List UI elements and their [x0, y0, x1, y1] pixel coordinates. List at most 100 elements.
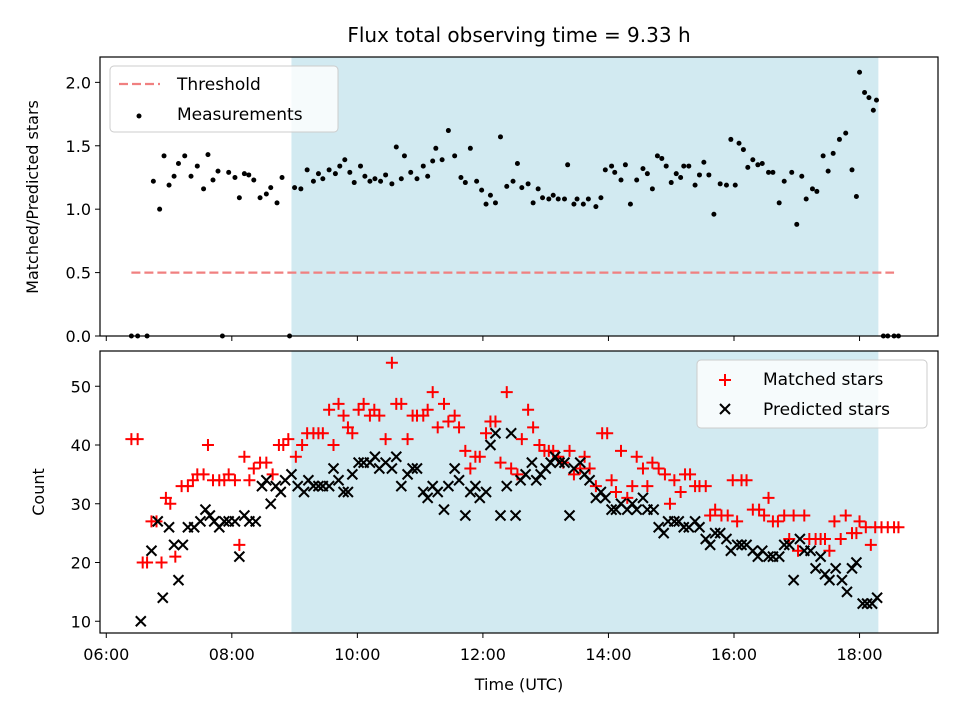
- predicted-star-marker: [794, 533, 806, 545]
- predicted-star-marker: [489, 427, 502, 439]
- measurement-point: [337, 163, 343, 169]
- matched-star-marker: [864, 538, 877, 551]
- predicted-marker-b: [218, 515, 230, 528]
- predicted-marker-b: [714, 527, 726, 539]
- matched-star-marker: [421, 403, 434, 416]
- predicted-marker-b: [626, 498, 639, 510]
- matched-star-marker: [853, 515, 866, 528]
- bottom-y-tick-label: 50: [71, 377, 91, 396]
- predicted-marker-b: [574, 456, 586, 469]
- predicted-star-marker: [327, 462, 340, 475]
- matched-star-marker: [448, 409, 461, 422]
- measurement-point: [166, 182, 172, 188]
- predicted-marker-b: [752, 550, 764, 563]
- predicted-marker-b: [204, 509, 216, 522]
- predicted-marker-b: [194, 515, 207, 528]
- measurement-point: [251, 177, 257, 183]
- matched-star-marker: [266, 468, 279, 481]
- matched-star-marker: [892, 521, 905, 534]
- predicted-marker-b: [249, 515, 262, 528]
- measurement-point: [445, 128, 451, 134]
- measurement-point: [246, 172, 252, 178]
- predicted-marker-b: [615, 498, 627, 510]
- predicted-marker-b: [861, 597, 873, 610]
- measurement-point: [351, 180, 357, 186]
- predicted-star-marker: [275, 486, 287, 498]
- matched-star-marker: [646, 456, 659, 469]
- predicted-star-marker: [700, 533, 712, 545]
- predicted-star-marker: [229, 515, 241, 528]
- matched-star-marker: [601, 427, 614, 440]
- predicted-marker-b: [390, 451, 402, 463]
- measurement-point: [519, 185, 525, 191]
- predicted-star-marker: [823, 574, 836, 586]
- measurement-point: [593, 204, 599, 210]
- predicted-marker-b: [157, 592, 169, 604]
- measurement-point: [393, 144, 399, 150]
- predicted-marker-b: [823, 574, 836, 586]
- x-tick-label: 12:00: [460, 645, 506, 664]
- measurement-point: [706, 172, 712, 178]
- bottom-y-tick-label: 20: [71, 554, 91, 573]
- matched-star-marker: [459, 444, 472, 457]
- measurement-point: [279, 174, 285, 180]
- predicted-star-marker: [668, 515, 681, 528]
- predicted-star-marker: [630, 503, 643, 516]
- predicted-star-marker: [583, 474, 596, 486]
- predicted-marker-b: [386, 462, 398, 475]
- predicted-star-marker: [352, 456, 365, 469]
- predicted-star-marker: [605, 503, 618, 516]
- predicted-star-marker: [438, 503, 450, 516]
- predicted-star-marker: [856, 597, 869, 610]
- measurement-point: [759, 161, 765, 167]
- predicted-marker-b: [307, 480, 320, 492]
- measurement-point: [161, 153, 167, 159]
- measurement-point: [612, 169, 618, 175]
- predicted-marker-b: [762, 550, 775, 563]
- measurement-point: [574, 196, 580, 202]
- predicted-marker-b: [505, 427, 517, 439]
- measurement-point: [535, 186, 541, 192]
- predicted-marker-b: [819, 568, 831, 580]
- measurement-point: [378, 178, 384, 184]
- matched-star-marker: [621, 491, 634, 504]
- predicted-marker-b: [469, 480, 482, 492]
- top-y-tick-label: 1.5: [66, 137, 91, 156]
- matched-star-marker: [828, 515, 841, 528]
- predicted-star-marker: [459, 509, 472, 522]
- measurement-point: [175, 161, 181, 167]
- matched-star-marker: [141, 556, 154, 569]
- top-y-tick-label: 0.0: [66, 327, 91, 346]
- measurement-point: [571, 201, 577, 207]
- predicted-marker-b: [152, 515, 164, 528]
- predicted-marker-b: [678, 521, 690, 533]
- predicted-star-marker: [599, 492, 612, 504]
- matched-star-marker: [164, 497, 177, 510]
- predicted-marker-b: [438, 503, 450, 516]
- matched-star-marker: [850, 527, 863, 540]
- predicted-star-marker: [298, 486, 310, 498]
- predicted-marker-b: [229, 515, 241, 528]
- matched-star-marker: [243, 474, 256, 487]
- matched-star-marker: [233, 538, 246, 551]
- matched-star-marker: [373, 409, 386, 422]
- measurement-point: [182, 153, 188, 159]
- predicted-star-marker: [704, 539, 716, 551]
- measurement-point: [830, 150, 836, 156]
- legend-matched-swatch: [719, 374, 731, 386]
- matched-star-marker: [731, 515, 744, 528]
- measurement-point: [857, 69, 863, 75]
- predicted-marker-b: [208, 515, 220, 528]
- matched-star-marker: [437, 397, 450, 410]
- predicted-star-marker: [530, 474, 542, 486]
- predicted-marker-b: [265, 498, 277, 510]
- predicted-star-marker: [369, 451, 381, 463]
- matched-star-marker: [473, 450, 486, 463]
- measurement-point: [150, 178, 156, 184]
- predicted-star-marker: [265, 498, 277, 510]
- predicted-marker-b: [480, 486, 492, 498]
- predicted-star-marker: [163, 521, 175, 533]
- predicted-star-marker: [312, 480, 325, 492]
- measurement-point: [236, 195, 242, 201]
